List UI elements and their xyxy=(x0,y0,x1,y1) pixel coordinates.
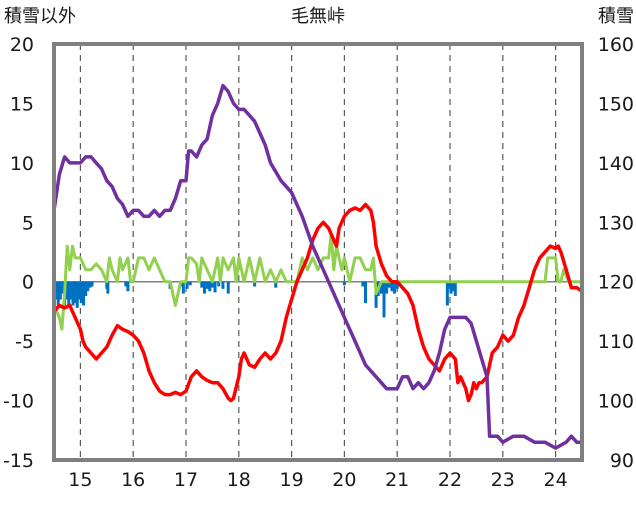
x-tick-label: 19 xyxy=(280,469,304,491)
precipitation-bar xyxy=(106,281,110,294)
precipitation-bar xyxy=(73,281,77,304)
precipitation-bar xyxy=(395,281,399,289)
precipitation-bar xyxy=(379,281,383,294)
precipitation-bars xyxy=(54,281,457,318)
precipitation-bar xyxy=(185,281,189,289)
precipitation-bar xyxy=(213,281,217,293)
y-left-tick-label: 10 xyxy=(10,153,34,175)
precipitation-bar xyxy=(181,281,185,294)
y-right-tick-label: 160 xyxy=(598,34,634,56)
precipitation-bar xyxy=(221,281,225,289)
precipitation-bar xyxy=(88,281,92,288)
y-right-tick-label: 100 xyxy=(598,391,634,413)
chart-title: 毛無峠 xyxy=(291,6,345,27)
x-tick-label: 21 xyxy=(385,469,409,491)
precipitation-bar xyxy=(390,281,394,292)
precipitation-bar xyxy=(447,281,451,289)
precipitation-bar xyxy=(54,281,58,300)
precipitation-bar xyxy=(382,281,386,318)
x-tick-label: 23 xyxy=(491,469,515,491)
y-right-tick-label: 140 xyxy=(598,153,634,175)
precipitation-bar xyxy=(202,281,206,294)
precipitation-bar xyxy=(126,281,130,292)
precipitation-bar xyxy=(90,281,94,287)
series-lines xyxy=(52,83,584,450)
precipitation-bar xyxy=(86,281,90,292)
precipitation-bar xyxy=(200,281,204,288)
y-left-tick-label: -10 xyxy=(3,391,34,413)
x-tick-label: 18 xyxy=(227,469,251,491)
precipitation-bar xyxy=(60,281,64,294)
precipitation-bar xyxy=(205,281,209,289)
precipitation-bar xyxy=(253,281,257,287)
grid xyxy=(54,44,582,460)
y-left-tick-label: 0 xyxy=(22,272,34,294)
y-left-axis-label: 積雪以外 xyxy=(4,6,76,27)
y-right-tick-label: 130 xyxy=(598,212,634,234)
precipitation-bar xyxy=(208,281,212,292)
precipitation-bar xyxy=(77,281,81,300)
precipitation-bar xyxy=(210,281,214,288)
y-left-tick-label: -5 xyxy=(15,331,34,353)
x-tick-label: 15 xyxy=(68,469,92,491)
precipitation-bar xyxy=(79,281,83,304)
precipitation-bar xyxy=(71,281,75,306)
precipitation-bar xyxy=(82,281,86,306)
precipitation-bar xyxy=(56,281,60,306)
temperature-line xyxy=(52,202,584,403)
y-right-tick-label: 110 xyxy=(598,331,634,353)
precipitation-bar xyxy=(217,281,221,287)
x-tick-label: 17 xyxy=(174,469,198,491)
precipitation-bar xyxy=(84,281,88,296)
precipitation-bar xyxy=(58,281,62,300)
y-right-tick-label: 120 xyxy=(598,272,634,294)
precipitation-bar xyxy=(188,281,192,286)
x-tick-label: 22 xyxy=(438,469,462,491)
tick-labels: 20 15 10 5 0 -5 -10 -15 160 150 140 130 120 110 100 90 1… xyxy=(3,34,634,491)
x-tick-label: 24 xyxy=(544,469,568,491)
y-left-tick-label: 15 xyxy=(10,93,34,115)
precipitation-bar xyxy=(342,281,346,286)
precipitation-bar xyxy=(453,281,457,296)
y-left-tick-label: -15 xyxy=(3,450,34,472)
precipitation-bar xyxy=(449,281,453,294)
precipitation-bar xyxy=(385,281,389,294)
precipitation-bar xyxy=(274,281,278,288)
precipitation-bar xyxy=(393,281,397,294)
y-right-tick-label: 90 xyxy=(610,450,634,472)
precipitation-bar xyxy=(65,281,69,300)
plot-frame xyxy=(52,42,584,462)
precipitation-bar xyxy=(75,281,79,308)
y-left-tick-label: 20 xyxy=(10,34,34,56)
snow_depth-line xyxy=(52,83,584,450)
precipitation-bar xyxy=(226,281,230,294)
y-left-tick-label: 5 xyxy=(22,212,34,234)
precipitation-bar xyxy=(361,281,365,287)
precipitation-bar xyxy=(387,281,391,288)
x-tick-label: 20 xyxy=(332,469,356,491)
precipitation-bar xyxy=(364,281,368,304)
x-tick-label: 16 xyxy=(121,469,145,491)
precipitation-bar xyxy=(67,281,71,306)
precipitation-bar xyxy=(69,281,73,300)
y-right-axis-label: 積雪 xyxy=(598,6,634,27)
precipitation-bar xyxy=(451,281,455,292)
y-right-tick-label: 150 xyxy=(598,93,634,115)
precipitation-bar xyxy=(445,281,449,306)
precipitation-bar xyxy=(124,281,128,287)
